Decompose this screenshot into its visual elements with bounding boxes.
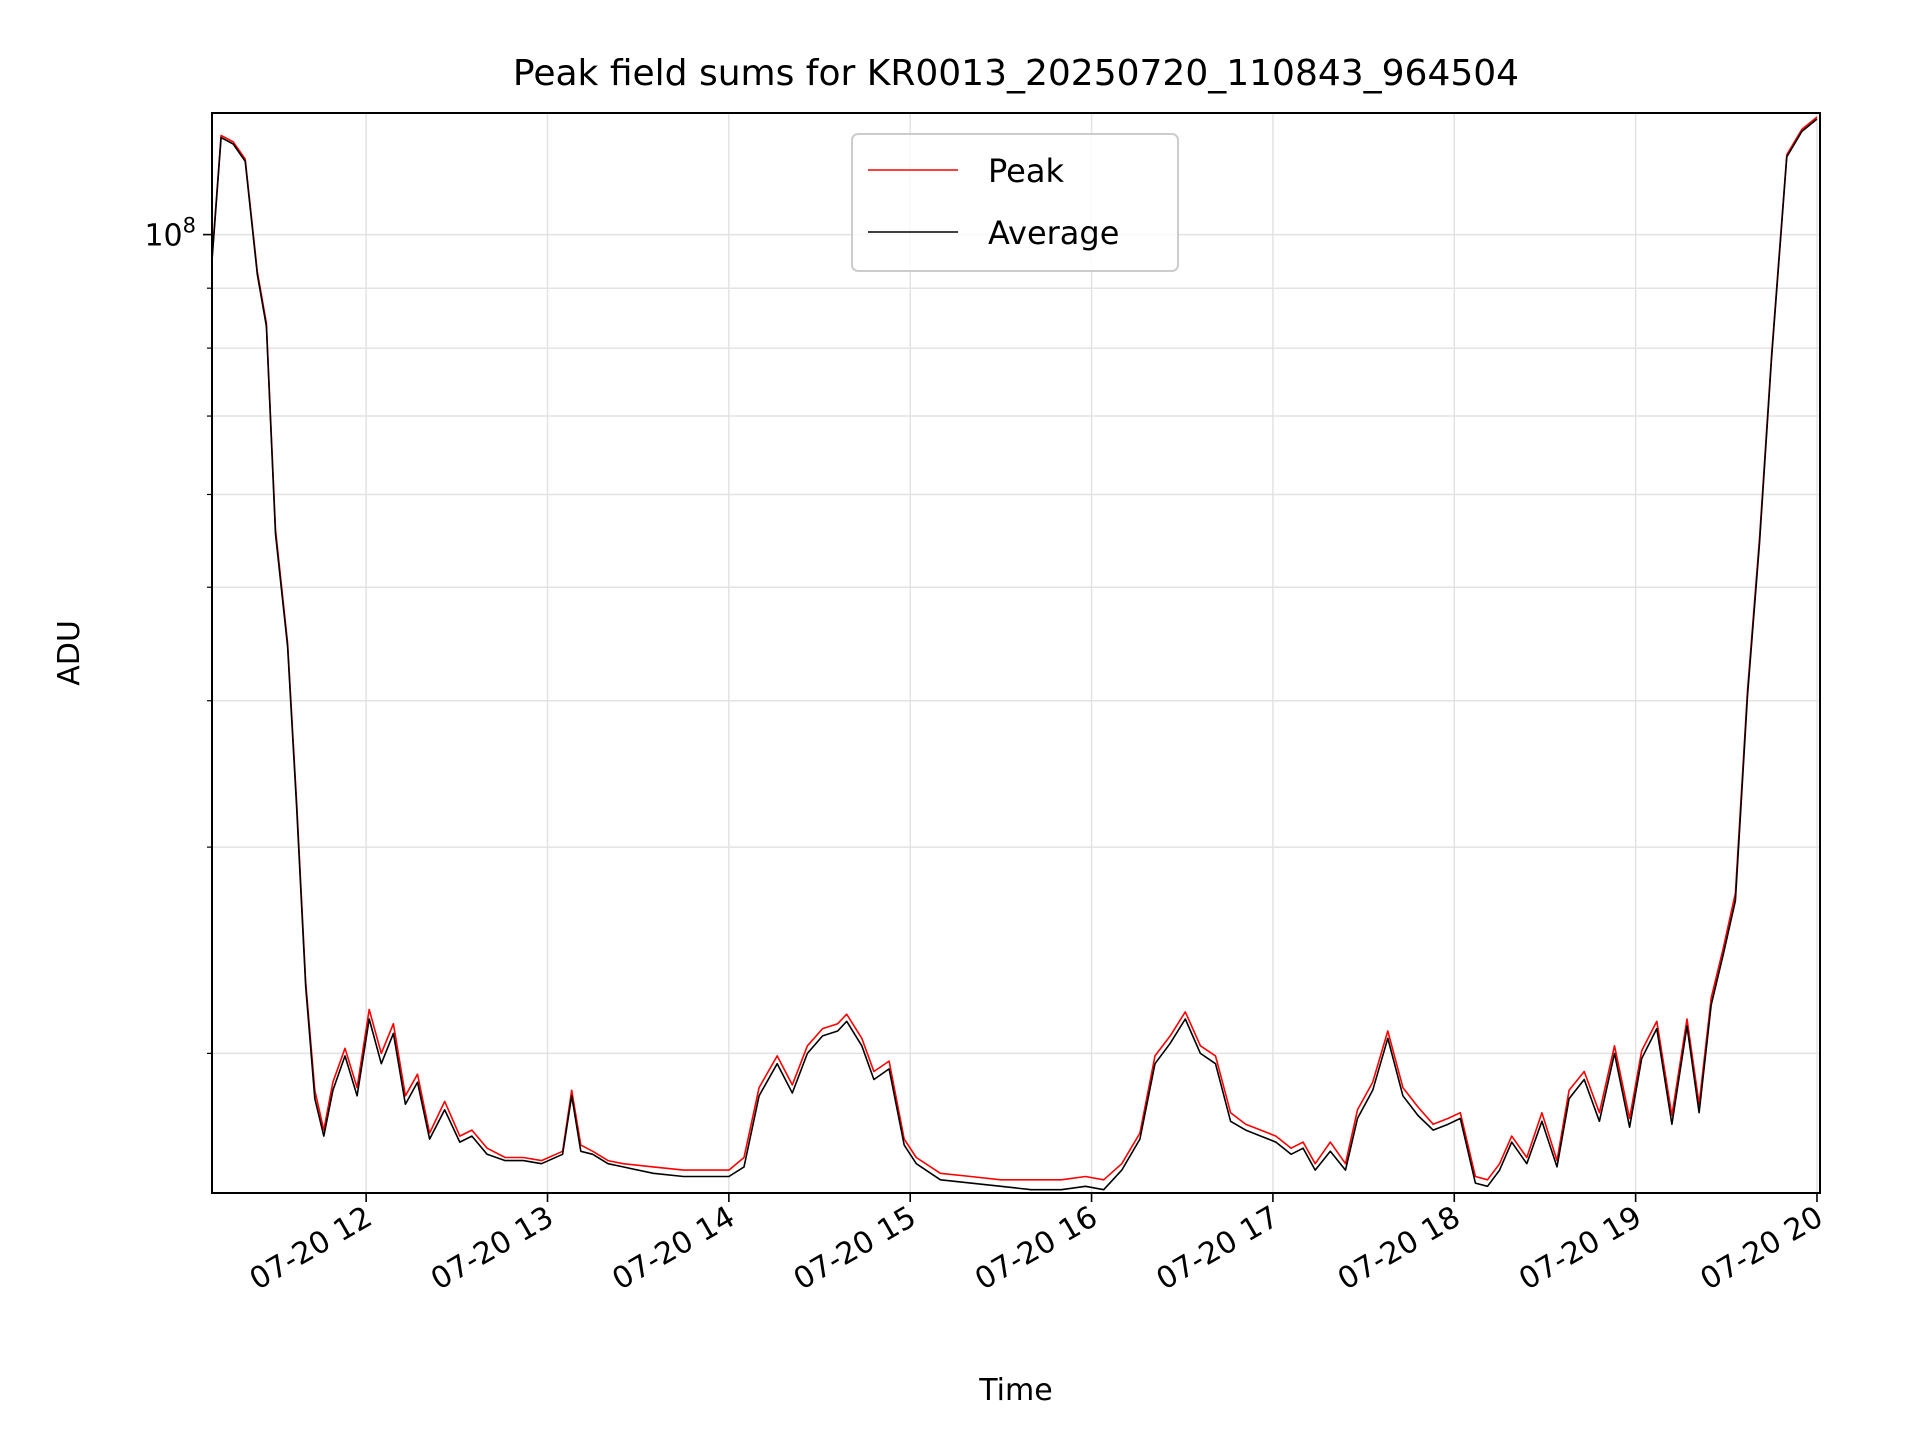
y-axis-label: ADU — [52, 620, 87, 686]
y-tick-label: 108 — [144, 214, 196, 254]
grid — [212, 113, 1820, 1193]
legend-box — [851, 133, 1179, 272]
series-line-average — [211, 118, 1818, 1191]
series-line-peak — [211, 116, 1818, 1181]
legend: Peak Average — [851, 133, 1179, 272]
legend-label-average: Average — [988, 214, 1119, 252]
x-axis-label: Time — [978, 1373, 1052, 1408]
plot-frame — [211, 112, 1821, 1194]
legend-label-peak: Peak — [988, 152, 1064, 190]
series-layer — [211, 116, 1818, 1191]
chart-title: Peak field sums for KR0013_20250720_1108… — [513, 53, 1519, 94]
